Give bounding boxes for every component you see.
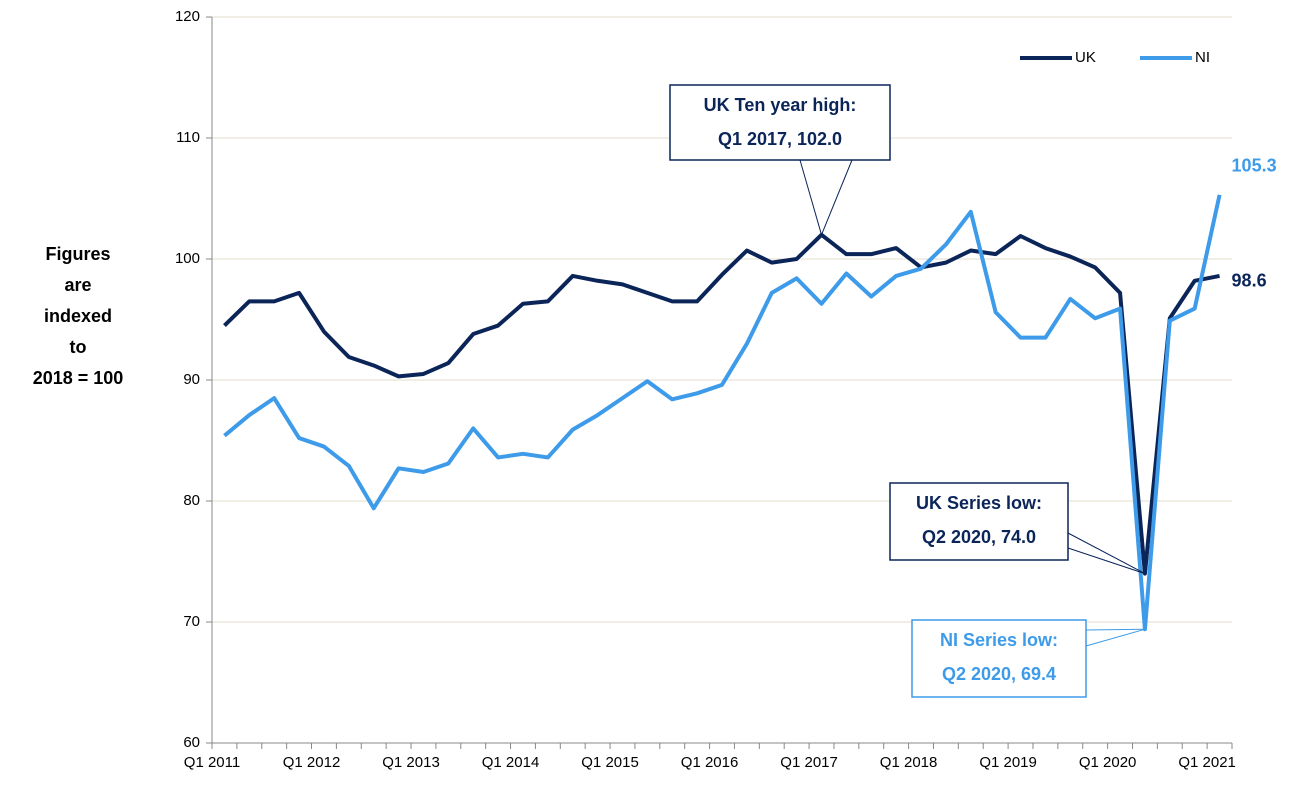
callout-text: UK Ten year high: [704, 95, 857, 115]
y-tick-label: 120 [175, 8, 200, 25]
callout-text: Q1 2017, 102.0 [718, 129, 842, 149]
callout-leader [1067, 532, 1146, 575]
y-tick-label: 100 [175, 250, 200, 267]
y-tick-label: 80 [183, 492, 200, 509]
x-tick-label: Q1 2011 [184, 754, 240, 771]
callout-text: Q2 2020, 69.4 [942, 664, 1056, 684]
y-axis-label: indexed [44, 306, 112, 326]
x-tick-label: Q1 2020 [1079, 754, 1137, 771]
callout-text: NI Series low: [940, 630, 1058, 650]
x-tick-label: Q1 2016 [681, 754, 739, 771]
x-tick-label: Q1 2021 [1178, 754, 1236, 771]
legend-label: NI [1195, 49, 1210, 66]
callout-box [889, 482, 1069, 561]
callout-leader [1085, 628, 1146, 647]
callout-text: UK Series low: [916, 493, 1042, 513]
y-axis-label: Figures [45, 244, 110, 264]
x-tick-label: Q1 2019 [979, 754, 1037, 771]
callout-box [669, 84, 891, 161]
data-label: 98.6 [1232, 271, 1267, 291]
series-line [223, 232, 1220, 576]
x-tick-label: Q1 2017 [780, 754, 838, 771]
x-tick-label: Q1 2012 [283, 754, 341, 771]
callout-leader [821, 159, 853, 235]
callout-leader [1067, 547, 1146, 575]
x-tick-label: Q1 2018 [880, 754, 938, 771]
x-tick-label: Q1 2013 [382, 754, 440, 771]
callout-leader [799, 159, 822, 235]
callout-text: Q2 2020, 74.0 [922, 527, 1036, 547]
x-tick-label: Q1 2014 [482, 754, 540, 771]
y-tick-label: 70 [183, 613, 200, 630]
callout-leader [1085, 628, 1145, 631]
x-tick-label: Q1 2015 [581, 754, 639, 771]
y-tick-label: 60 [183, 734, 200, 751]
y-axis-label: to [70, 337, 87, 357]
y-tick-label: 110 [176, 129, 200, 146]
legend-label: UK [1075, 49, 1096, 66]
callout-box [911, 619, 1087, 698]
y-axis-label: are [64, 275, 91, 295]
series-line [223, 194, 1222, 632]
data-label: 105.3 [1232, 156, 1277, 176]
y-axis-label: 2018 = 100 [33, 368, 124, 388]
y-tick-label: 90 [183, 371, 200, 388]
